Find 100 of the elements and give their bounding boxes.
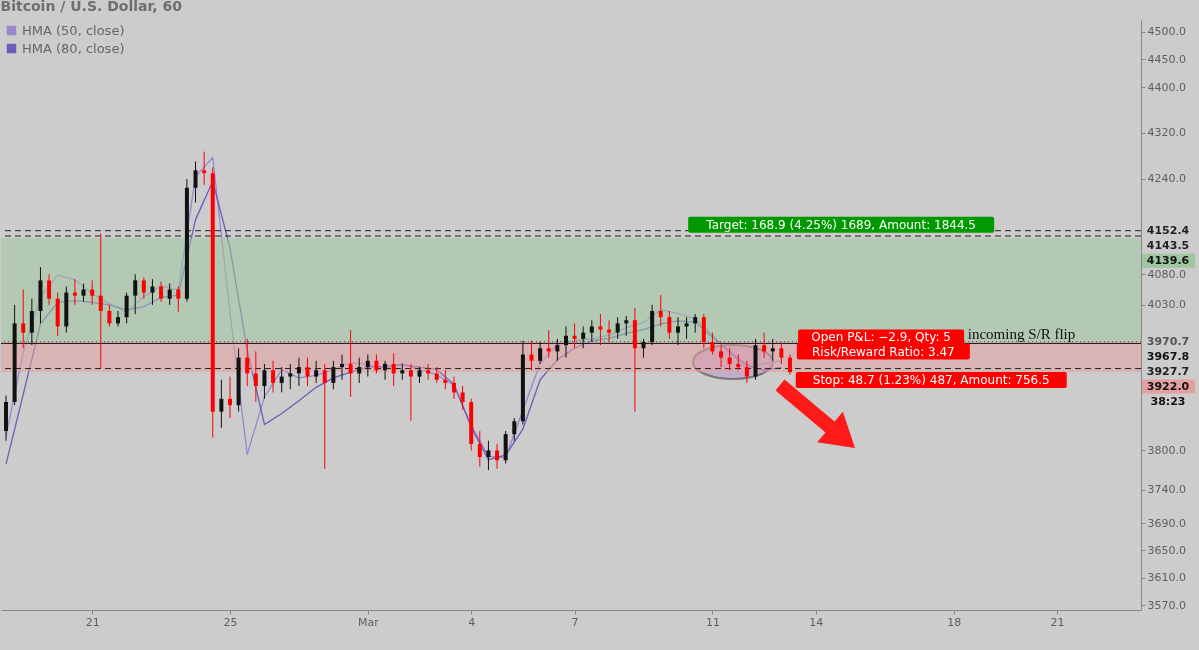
candlestick — [262, 363, 267, 400]
candlestick — [296, 357, 301, 387]
candlestick — [314, 360, 319, 384]
candlestick — [762, 332, 767, 359]
candlestick — [443, 369, 448, 390]
candlestick — [727, 347, 732, 371]
candlestick — [615, 316, 620, 340]
y-tick-label: 3650.0 — [1147, 543, 1186, 557]
x-tick-label: 7 — [571, 615, 579, 629]
candlestick — [253, 350, 258, 403]
x-tick-label: 25 — [223, 615, 238, 629]
y-tick-label: 3800.0 — [1147, 443, 1186, 457]
candlestick — [546, 329, 551, 359]
candlestick — [374, 354, 379, 374]
candlestick — [279, 366, 284, 393]
candlestick — [408, 363, 413, 422]
candlestick — [90, 279, 95, 306]
candlestick — [115, 310, 120, 327]
candlestick — [710, 332, 715, 356]
candlestick — [451, 376, 456, 400]
candlestick — [202, 151, 207, 186]
x-tick-label: 4 — [468, 615, 476, 629]
ref-line-label: 3970.7 — [1146, 334, 1190, 348]
y-tick-label: 4400.0 — [1147, 80, 1186, 94]
candlestick — [167, 282, 172, 306]
candlestick — [81, 282, 86, 303]
ref-line-label: 4143.5 — [1146, 238, 1190, 252]
candlestick — [486, 440, 491, 471]
text: 38:23 — [1150, 394, 1186, 408]
ref-line-label: 3927.7 — [1146, 364, 1190, 378]
candlestick — [21, 289, 26, 349]
candlestick — [460, 385, 465, 411]
candlestick — [779, 341, 784, 365]
candlestick — [365, 354, 370, 378]
candlestick — [133, 273, 138, 315]
candlestick — [72, 278, 77, 306]
candlestick — [719, 344, 724, 368]
candlestick — [658, 294, 663, 327]
annotation: Open P&L: −2.9, Qty: 5 — [811, 330, 951, 345]
candlestick — [322, 363, 327, 470]
band-label: 4139.6 — [1146, 253, 1190, 267]
y-tick-label: 4500.0 — [1147, 25, 1186, 39]
candlestick — [107, 304, 112, 327]
candlestick — [193, 161, 198, 203]
candlestick — [572, 322, 577, 349]
candlestick — [305, 357, 310, 387]
legend-label: HMA (80, close) — [22, 40, 125, 56]
y-tick-label: 3740.0 — [1147, 483, 1186, 497]
candlestick — [787, 354, 792, 376]
y-tick-label: 4240.0 — [1147, 172, 1186, 186]
candlestick — [124, 292, 129, 324]
candlestick — [357, 357, 362, 384]
y-tick-label: 3610.0 — [1147, 571, 1186, 585]
y-tick-label: 4080.0 — [1147, 267, 1186, 281]
annotation: Stop: 48.7 (1.23%) 487, Amount: 756.5 — [812, 372, 1050, 387]
candlestick — [477, 430, 482, 468]
candlestick — [219, 379, 224, 429]
candlestick — [176, 285, 181, 313]
candlestick — [271, 360, 276, 393]
annotation: Risk/Reward Ratio: 3.47 — [811, 344, 955, 359]
y-tick-label: 3570.0 — [1147, 598, 1186, 612]
y-tick-label: 4450.0 — [1147, 52, 1186, 66]
x-tick-label: 21 — [85, 615, 100, 629]
candlestick — [150, 278, 155, 306]
ref-line-label: 3967.8 — [1146, 349, 1190, 363]
x-tick-label: Mar — [357, 615, 380, 629]
legend-label: HMA (50, close) — [22, 22, 125, 38]
annotation: incoming S/R flip — [967, 325, 1076, 342]
candlestick — [159, 281, 164, 303]
y-tick-label: 4320.0 — [1147, 126, 1186, 140]
y-tick-label: 3690.0 — [1147, 516, 1186, 530]
candlestick — [512, 417, 517, 442]
x-tick-label: 11 — [705, 615, 720, 629]
x-tick-label: 18 — [947, 615, 962, 629]
candlestick — [339, 354, 344, 381]
candlestick — [426, 363, 431, 381]
candlestick — [667, 310, 672, 340]
candlestick — [684, 316, 689, 340]
x-tick-label: 21 — [1050, 615, 1065, 629]
candlestick — [383, 360, 388, 381]
candlestick — [227, 376, 232, 419]
x-tick-label: 14 — [809, 615, 824, 629]
candlestick — [348, 329, 353, 398]
candlestick — [331, 360, 336, 390]
band-label: 3922.0 — [1146, 379, 1190, 393]
annotation: Target: 168.9 (4.25%) 1689, Amount: 1844.5 — [705, 217, 976, 232]
candlestick — [607, 319, 612, 343]
candlestick — [598, 313, 603, 346]
chart-title: Bitcoin / U.S. Dollar, 60 — [0, 0, 183, 14]
candlestick — [47, 273, 52, 306]
y-tick-label: 4030.0 — [1147, 298, 1186, 312]
candlestick — [391, 352, 396, 387]
candlestick — [141, 276, 146, 300]
ref-line-label: 4152.4 — [1146, 223, 1190, 237]
candlestick — [288, 363, 293, 390]
candlestick — [693, 313, 698, 334]
candlestick — [529, 340, 534, 371]
candlestick — [495, 443, 500, 470]
candlestick — [98, 232, 103, 369]
candlestick — [624, 315, 629, 337]
